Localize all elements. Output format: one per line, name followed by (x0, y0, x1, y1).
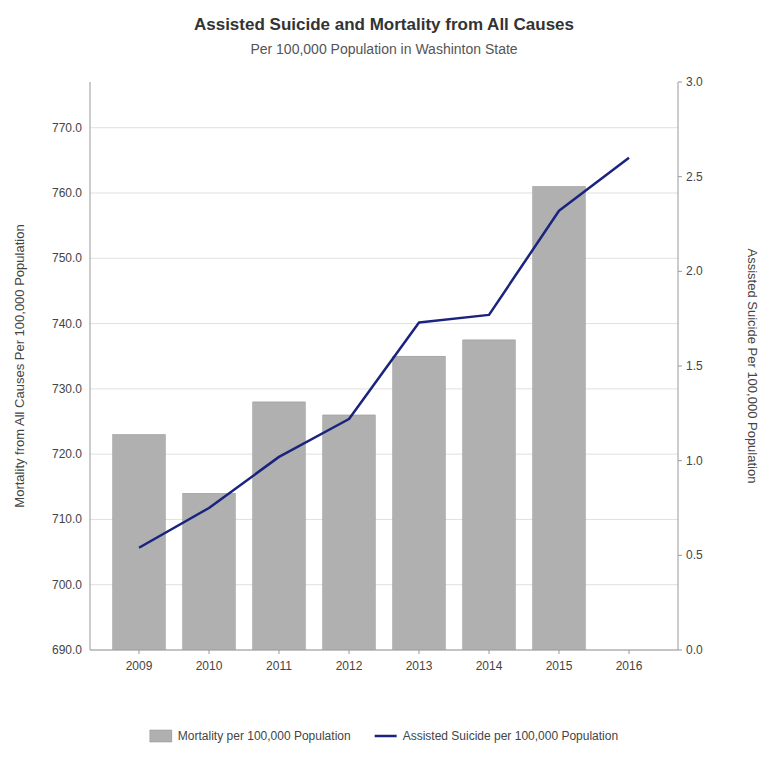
y2-tick (678, 366, 682, 367)
y2-tick-label: 2.5 (686, 170, 703, 184)
y-tick-label: 690.0 (52, 643, 82, 657)
legend-item: Assisted Suicide per 100,000 Population (375, 729, 618, 743)
line (139, 158, 629, 548)
legend-item: Mortality per 100,000 Population (150, 729, 351, 743)
y-axis-label: Mortality from All Causes Per 100,000 Po… (12, 224, 27, 507)
y2-tick (678, 176, 682, 177)
grid-line (90, 650, 678, 651)
grid-line (90, 388, 678, 389)
x-tick-label: 2011 (266, 659, 292, 673)
y2-tick (678, 555, 682, 556)
x-tick-label: 2015 (546, 659, 573, 673)
x-tick-label: 2009 (126, 659, 153, 673)
y2-tick (678, 460, 682, 461)
y-axis-line (90, 82, 91, 650)
y2-tick-label: 1.0 (686, 454, 703, 468)
grid-line (90, 584, 678, 585)
y-tick-label: 740.0 (52, 317, 82, 331)
y2-tick-label: 0.0 (686, 643, 703, 657)
y2-tick-label: 2.0 (686, 264, 703, 278)
y2-tick-label: 3.0 (686, 75, 703, 89)
y-tick-label: 760.0 (52, 186, 82, 200)
x-tick (489, 650, 490, 654)
grid-line (90, 323, 678, 324)
legend-label: Mortality per 100,000 Population (178, 729, 351, 743)
grid-line (90, 258, 678, 259)
y-tick-label: 750.0 (52, 251, 82, 265)
plot-area (113, 158, 629, 650)
y-tick-label: 730.0 (52, 382, 82, 396)
y2-tick (678, 271, 682, 272)
y2-axis-label: Assisted Suicide Per 100,000 Population (745, 249, 760, 484)
background (0, 0, 768, 769)
x-tick-label: 2013 (406, 659, 433, 673)
title: Assisted Suicide and Mortality from All … (194, 15, 574, 34)
bar (183, 493, 236, 650)
y2-axis-line (678, 82, 679, 650)
legend-swatch (150, 730, 172, 742)
y-tick-label: 710.0 (52, 512, 82, 526)
y-tick-label: 770.0 (52, 121, 82, 135)
x-tick (139, 650, 140, 654)
y-tick-label: 700.0 (52, 578, 82, 592)
x-tick-label: 2016 (616, 659, 643, 673)
x-tick (209, 650, 210, 654)
legend-swatch (375, 735, 397, 738)
grid-line (90, 192, 678, 193)
y-tick-label: 720.0 (52, 447, 82, 461)
chart: Assisted Suicide and Mortality from All … (0, 0, 768, 769)
x-tick (279, 650, 280, 654)
y2-tick-label: 0.5 (686, 548, 703, 562)
bar (393, 356, 446, 650)
bar (533, 186, 586, 650)
y2-tick (678, 82, 682, 83)
bar (113, 435, 166, 650)
bar (253, 402, 306, 650)
bar (463, 340, 516, 650)
legend-label: Assisted Suicide per 100,000 Population (403, 729, 618, 743)
x-tick-label: 2012 (336, 659, 363, 673)
bar (323, 415, 376, 650)
x-axis-line (90, 650, 678, 651)
grid-line (90, 519, 678, 520)
legend: Mortality per 100,000 Population Assisted… (150, 729, 618, 743)
x-tick (349, 650, 350, 654)
x-tick (559, 650, 560, 654)
grid-line (90, 454, 678, 455)
y2-tick (678, 650, 682, 651)
grid (90, 128, 678, 650)
subtitle: Per 100,000 Population in Washinton Stat… (250, 41, 517, 57)
x-tick-label: 2014 (476, 659, 503, 673)
x-tick (419, 650, 420, 654)
grid-line (90, 127, 678, 128)
x-tick (629, 650, 630, 654)
y2-tick-label: 1.5 (686, 359, 703, 373)
x-tick-label: 2010 (196, 659, 223, 673)
